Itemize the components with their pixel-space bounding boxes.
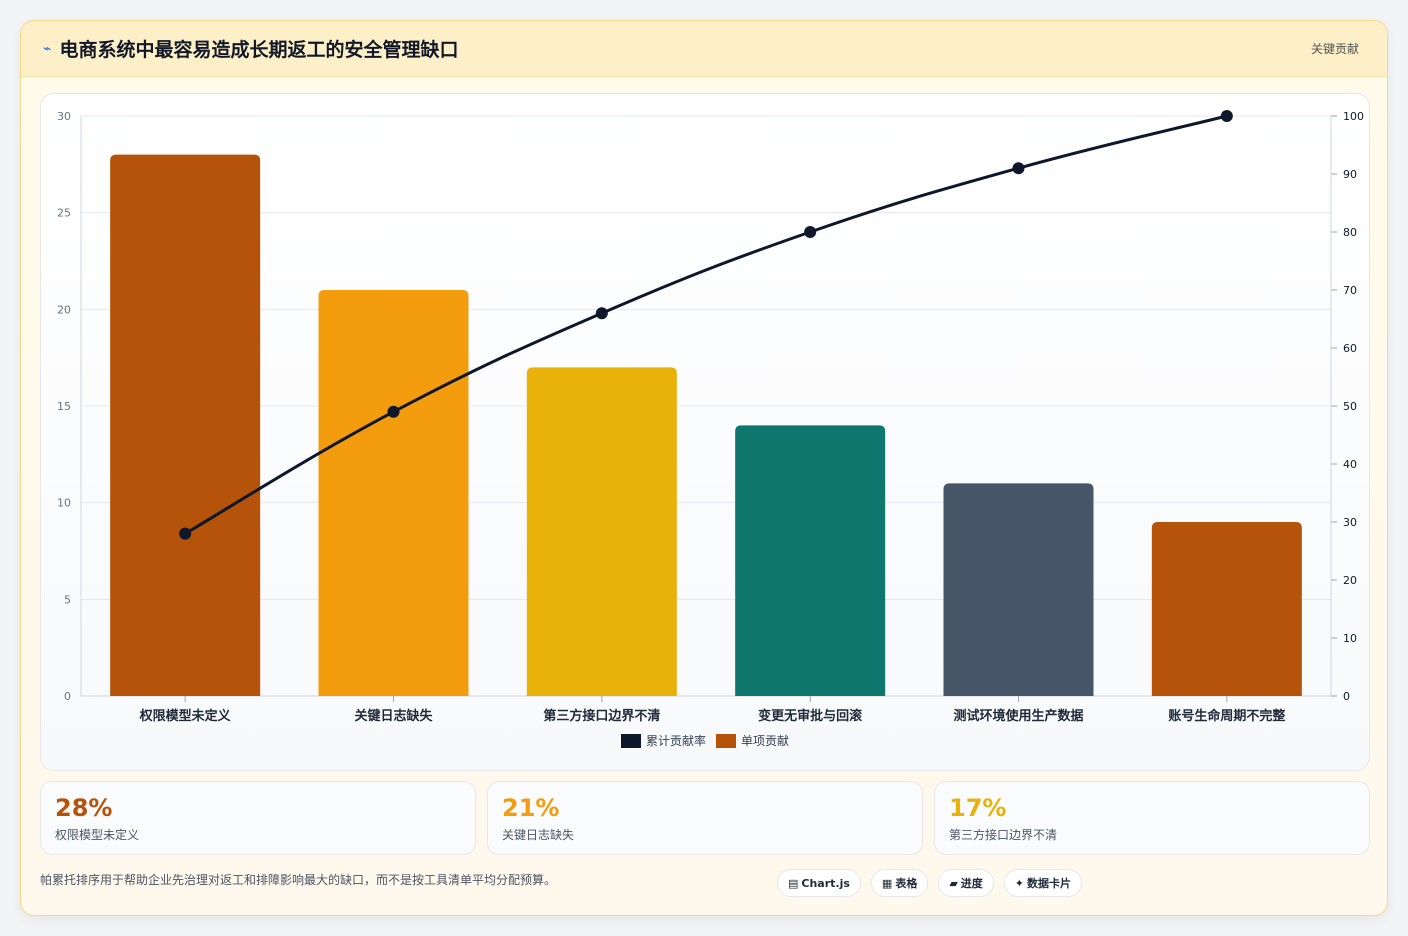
y-tick-left: 10 [57,497,71,510]
report-card: ⌁ 电商系统中最容易造成长期返工的安全管理缺口 关键贡献 0 5 10 15 20 25 3… [20,20,1388,916]
tag-progress[interactable]: ▰ 进度 [938,869,994,897]
x-tick-label: 账号生命周期不完整 [1168,708,1286,724]
cumulative-point [1012,162,1025,175]
y-tick-right: 10 [1343,632,1357,645]
tag-label: 表格 [895,877,918,890]
stat-label: 关键日志缺失 [502,828,575,842]
stat-card: 17% 第三方接口边界不清 [934,781,1370,855]
y-tick-right: 40 [1343,458,1357,471]
cumulative-line [184,114,1228,535]
tech-tags: ▤ Chart.js ▦ 表格 ▰ 进度 ✦ 数据卡片 [777,869,1083,897]
y-tick-left: 5 [64,593,71,606]
legend-swatch-cumulative [620,733,641,748]
bar [526,367,677,696]
x-tick-label: 变更无审批与回滚 [758,708,863,724]
sparkle-icon: ✦ [1014,876,1025,890]
y-tick-right: 50 [1343,400,1357,413]
cumulative-point [1220,110,1233,122]
cumulative-point [595,307,608,320]
tag-table[interactable]: ▦ 表格 [870,869,929,897]
stat-card: 21% 关键日志缺失 [487,781,923,855]
legend-item-single[interactable]: 单项贡献 [716,732,789,749]
y-tick-right: 80 [1343,226,1357,239]
tag-label: 数据卡片 [1027,877,1072,890]
cumulative-point [804,226,817,238]
bar [110,154,261,696]
page-title: 电商系统中最容易造成长期返工的安全管理缺口 [59,39,459,61]
pareto-chart: 0 5 10 15 20 25 30 0 10 20 30 40 50 60 70 80 90 100 权限模型未定… [57,110,1364,724]
y-tick-right: 30 [1343,516,1357,529]
legend-item-cumulative[interactable]: 累计贡献率 [620,732,706,749]
bar [318,290,469,696]
table-icon: ▦ [881,876,893,890]
stat-cards: 28% 权限模型未定义 21% 关键日志缺失 17% 第三方接口边界不清 [40,781,1370,855]
chart-panel: 0 5 10 15 20 25 30 0 10 20 30 40 50 60 70 80 90 100 权限模型未定… [40,93,1370,771]
stat-value: 28% [55,794,113,822]
stat-value: 17% [949,794,1007,822]
x-tick-label: 关键日志缺失 [354,708,433,724]
legend-swatch-single [716,733,736,748]
chart-legend: 累计贡献率 单项贡献 [41,732,1369,749]
header-tag: 关键贡献 [1310,42,1359,56]
y-tick-left: 15 [57,400,71,413]
y-tick-right: 0 [1343,690,1350,703]
y-tick-right: 60 [1343,342,1357,355]
y-tick-left: 0 [64,690,71,703]
y-tick-left: 25 [57,207,71,220]
stat-label: 第三方接口边界不清 [949,828,1058,842]
progress-icon: ▰ [949,876,958,890]
tag-label: 进度 [960,877,983,890]
chart-icon: ▤ [788,876,799,890]
legend-label-cumulative: 累计贡献率 [645,734,706,748]
x-tick-label: 第三方接口边界不清 [543,708,660,724]
stat-card: 28% 权限模型未定义 [40,781,476,855]
x-tick-label: 权限模型未定义 [139,708,232,724]
title-wrap: ⌁ 电商系统中最容易造成长期返工的安全管理缺口 [43,35,458,62]
tag-data-card[interactable]: ✦ 数据卡片 [1003,869,1083,897]
stat-value: 21% [502,794,560,822]
card-footer: 帕累托排序用于帮助企业先治理对返工和排障影响最大的缺口，而不是按工具清单平均分配… [40,867,1370,901]
tag-label: Chart.js [801,876,850,890]
bar [735,425,886,696]
cumulative-point [179,527,192,540]
y-tick-right: 20 [1343,574,1357,587]
y-tick-left: 20 [57,303,71,316]
bar [1151,522,1302,696]
y-tick-left: 30 [57,110,71,123]
y-tick-right: 90 [1343,168,1357,181]
stat-label: 权限模型未定义 [55,828,140,842]
x-tick-label: 测试环境使用生产数据 [953,708,1083,724]
y-tick-right: 70 [1343,284,1357,297]
y-tick-right: 100 [1343,110,1364,123]
card-header: ⌁ 电商系统中最容易造成长期返工的安全管理缺口 关键贡献 [21,21,1387,77]
cumulative-point [387,405,400,418]
footnote: 帕累托排序用于帮助企业先治理对返工和排障影响最大的缺口，而不是按工具清单平均分配… [40,873,557,887]
spark-icon: ⌁ [43,40,52,57]
tag-chartjs[interactable]: ▤ Chart.js [777,869,861,897]
bar [943,483,1094,696]
legend-label-single: 单项贡献 [741,734,790,748]
